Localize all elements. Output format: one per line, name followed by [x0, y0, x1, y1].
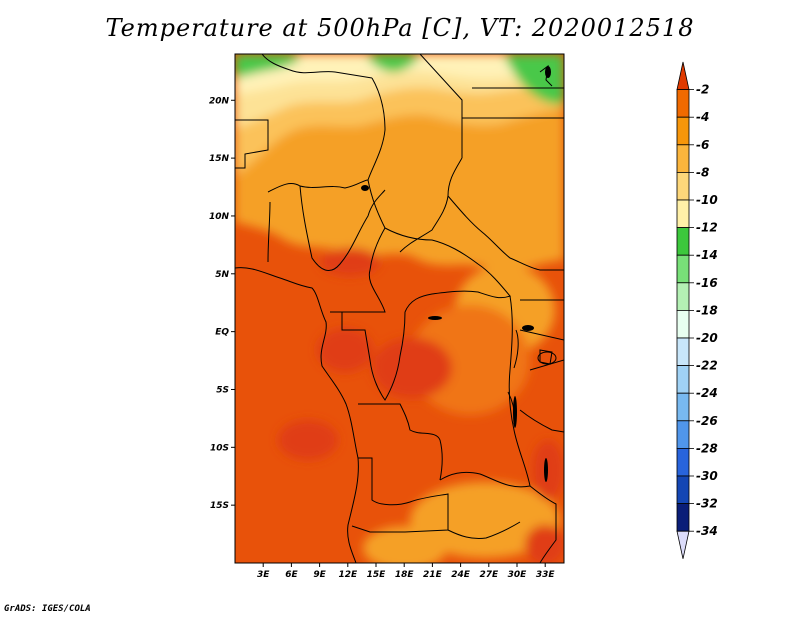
colorbar-box: [676, 447, 690, 477]
boundary-east-africa: [519, 299, 564, 433]
colorbar-label: -28: [696, 441, 718, 455]
country-boundaries: [235, 54, 564, 563]
lat-tick-label: 10N: [209, 212, 230, 222]
colorbar-box: [676, 282, 690, 311]
colorbar-label: -10: [696, 193, 718, 207]
lat-tick-label: 15N: [209, 154, 230, 164]
colorbar-label: -12: [696, 221, 718, 235]
lat-tick-label: 20N: [209, 96, 230, 106]
colorbar-label: -26: [696, 414, 718, 428]
field-cold-center: [368, 54, 420, 72]
latitude-axis: 20N 15N 10N 5N EQ 5S 10S 15S: [209, 96, 235, 511]
boundary-nw: [261, 54, 373, 79]
lake-malawi: [544, 458, 548, 482]
boundary-nigeria: [267, 185, 386, 272]
colorbar-top-arrow: [676, 61, 690, 90]
lake-chad: [361, 185, 369, 191]
colorbar-box: [676, 199, 690, 229]
lon-tick-label: 18E: [395, 570, 415, 580]
colorbar-label: -32: [696, 497, 718, 511]
colorbar-box: [676, 227, 690, 256]
field-cold-west: [235, 54, 300, 78]
colorbar-box: [676, 420, 690, 449]
boundary-chad-east: [399, 157, 463, 253]
boundary-cameroon: [330, 179, 386, 313]
lat-tick-label: 5S: [216, 385, 229, 395]
coastline-west: [235, 267, 359, 563]
field-hot-gabon: [317, 328, 373, 372]
temperature-field: [235, 54, 564, 563]
colorbar-box: [676, 254, 690, 284]
lat-tick-label: 15S: [210, 501, 229, 511]
boundary-niger-north: [367, 77, 386, 181]
lon-tick-label: 21E: [423, 570, 443, 580]
colorbar-label: -16: [696, 276, 718, 290]
lon-tick-label: 3E: [257, 570, 270, 580]
colorbar-box: [676, 337, 690, 367]
field-hot-congo: [372, 338, 452, 398]
red-sea-coast: [545, 66, 551, 78]
colorbar-label: -6: [696, 138, 709, 152]
boundary-mali: [235, 119, 269, 169]
water-bodies: [361, 66, 557, 482]
colorbar-label: -14: [696, 248, 718, 262]
colorbar-box: [676, 309, 690, 339]
colorbar-label: -2: [696, 83, 709, 97]
grads-credit: GrADS: IGES/COLA: [4, 604, 91, 614]
boundary-congo: [341, 311, 406, 401]
colorbar-bottom-arrow: [676, 530, 690, 559]
colorbar-box: [676, 116, 690, 146]
lon-tick-label: 12E: [338, 570, 358, 580]
lon-tick-label: 27E: [479, 570, 499, 580]
colorbar: -2 -4 -6 -8 -10 -12 -14 -16 -18 -20 -22 -24 -26 -28 -3…: [676, 61, 718, 559]
lat-tick-label: 5N: [215, 270, 229, 280]
map-frame: [234, 53, 565, 564]
colorbar-box: [676, 89, 690, 118]
colorbar-label: -4: [696, 110, 709, 124]
colorbar-label: -30: [696, 469, 718, 483]
field-hot-southeast: [525, 525, 564, 563]
lon-tick-label: 9E: [313, 570, 326, 580]
boundary-drc-south: [358, 403, 443, 481]
colorbar-label: -8: [696, 165, 709, 179]
field-hot-atlantic: [278, 420, 338, 460]
lon-tick-label: 30E: [508, 570, 528, 580]
colorbar-label: -18: [696, 303, 718, 317]
colorbar-box: [676, 475, 690, 505]
lat-tick-label: EQ: [215, 328, 229, 338]
lat-tick-label: 10S: [210, 443, 229, 453]
colorbar-box: [676, 144, 690, 173]
longitude-axis: 3E 6E 9E 12E 15E 18E 21E 24E 27E 30E 33E: [257, 563, 555, 580]
lon-tick-label: 24E: [451, 570, 471, 580]
boundary-mozambique: [447, 485, 557, 563]
boundary-chad-libya: [419, 54, 463, 158]
lake-tanganyika: [513, 396, 517, 428]
colorbar-box: [676, 503, 690, 532]
lon-tick-label: 6E: [285, 570, 298, 580]
lon-tick-label: 15E: [367, 570, 387, 580]
lake-mai-ndombe: [428, 316, 442, 320]
colorbar-label: -24: [696, 386, 718, 400]
boundary-niger-south: [267, 179, 369, 193]
lon-tick-label: 33E: [536, 570, 556, 580]
colorbar-label: -22: [696, 359, 718, 373]
colorbar-label: -20: [696, 331, 718, 345]
field-cool-south: [363, 526, 447, 563]
field-band-minus12: [235, 54, 564, 94]
map-title: Temperature at 500hPa [C], VT: 202001251…: [105, 14, 695, 42]
lake-victoria: [537, 351, 557, 365]
boundary-sudan: [447, 117, 564, 271]
colorbar-box: [676, 365, 690, 394]
boundary-angola: [351, 457, 449, 533]
lake-albert: [522, 325, 534, 331]
boundary-drc-east: [439, 295, 531, 488]
colorbar-label: -34: [696, 524, 718, 538]
colorbar-box: [676, 171, 690, 201]
colorbar-box: [676, 392, 690, 422]
